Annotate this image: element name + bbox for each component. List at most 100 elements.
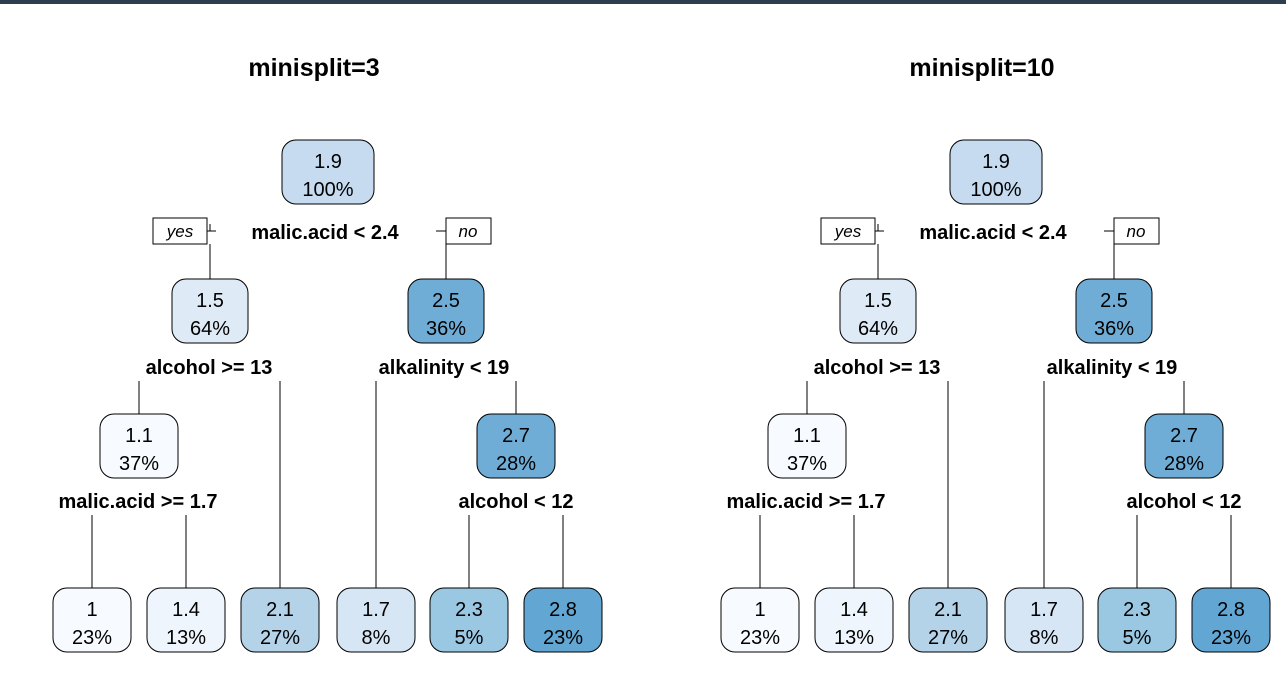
- node-box: [814, 587, 894, 653]
- internal-node: 2.728%: [1144, 413, 1224, 479]
- leaf-node: 1.78%: [1004, 587, 1084, 653]
- node-value: 2.5: [1100, 290, 1128, 312]
- node-value: 2.3: [1123, 599, 1151, 621]
- no-tag-label: no: [459, 222, 478, 241]
- node-value: 2.5: [432, 290, 460, 312]
- leaf-node: 1.78%: [336, 587, 416, 653]
- node-value: 2.1: [934, 599, 962, 621]
- node-value: 1.9: [982, 151, 1010, 173]
- leaf-node: 2.35%: [1097, 587, 1177, 653]
- node-percent: 13%: [166, 627, 206, 649]
- node-box: [429, 587, 509, 653]
- internal-node: 1.564%: [839, 278, 917, 344]
- node-value: 1: [754, 599, 765, 621]
- node-percent: 5%: [1123, 627, 1152, 649]
- no-tag: no: [1104, 217, 1160, 245]
- node-box: [1144, 413, 1224, 479]
- node-value: 1.5: [864, 290, 892, 312]
- internal-node: 2.728%: [476, 413, 556, 479]
- node-percent: 100%: [970, 179, 1021, 201]
- yes-tag-box: [820, 217, 876, 245]
- node-value: 1.1: [793, 425, 821, 447]
- internal-node: 1.137%: [99, 413, 179, 479]
- node-value: 1.4: [172, 599, 200, 621]
- node-percent: 100%: [302, 179, 353, 201]
- node-box: [336, 587, 416, 653]
- node-box: [171, 278, 249, 344]
- leaf-node: 1.413%: [814, 587, 894, 653]
- yes-tag-label: yes: [166, 222, 194, 241]
- yes-tag: yes: [820, 217, 884, 245]
- tree-panel: minisplit=10 yes no 1.9 100% malic.acid < 2.4…: [720, 54, 1271, 653]
- split-condition: alkalinity < 19: [1047, 357, 1178, 379]
- tree-title: minisplit=10: [909, 54, 1054, 82]
- node-box: [407, 278, 485, 344]
- tree-title: minisplit=3: [248, 54, 379, 82]
- tree-panel: minisplit=3 yes no 1.9 100% malic.acid < 2.4 1…: [52, 54, 603, 653]
- window-top-border: [0, 0, 1286, 4]
- node-box: [476, 413, 556, 479]
- leaf-node: 2.823%: [1191, 587, 1271, 653]
- yes-tag: yes: [152, 217, 216, 245]
- node-value: 1.5: [196, 290, 224, 312]
- internal-node: 2.536%: [407, 278, 485, 344]
- node-percent: 23%: [1211, 627, 1251, 649]
- node-percent: 23%: [740, 627, 780, 649]
- split-condition: alcohol < 12: [1126, 491, 1241, 513]
- leaf-node: 123%: [720, 587, 800, 653]
- node-percent: 37%: [787, 453, 827, 475]
- node-box: [1004, 587, 1084, 653]
- node-percent: 36%: [1094, 318, 1134, 340]
- node-box: [1075, 278, 1153, 344]
- node-percent: 23%: [543, 627, 583, 649]
- node-value: 2.8: [1217, 599, 1245, 621]
- node-box: [523, 587, 603, 653]
- node-value: 2.7: [502, 425, 530, 447]
- node-box: [1097, 587, 1177, 653]
- split-condition: malic.acid >= 1.7: [727, 491, 886, 513]
- internal-node: 1.564%: [171, 278, 249, 344]
- node-box: [908, 587, 988, 653]
- node-percent: 28%: [496, 453, 536, 475]
- node-percent: 28%: [1164, 453, 1204, 475]
- node-percent: 27%: [260, 627, 300, 649]
- no-tag-label: no: [1127, 222, 1146, 241]
- leaf-node: 2.127%: [908, 587, 988, 653]
- root-node: 1.9 100%: [949, 139, 1043, 205]
- split-condition: alcohol >= 13: [146, 357, 273, 379]
- node-percent: 23%: [72, 627, 112, 649]
- node-value: 2.3: [455, 599, 483, 621]
- node-percent: 13%: [834, 627, 874, 649]
- node-box: [767, 413, 847, 479]
- internal-node: 2.536%: [1075, 278, 1153, 344]
- node-box: [240, 587, 320, 653]
- node-percent: 64%: [190, 318, 230, 340]
- node-box: [281, 139, 375, 205]
- no-tag: no: [436, 217, 492, 245]
- split-condition: alkalinity < 19: [379, 357, 510, 379]
- split-condition: malic.acid >= 1.7: [59, 491, 218, 513]
- split-condition: malic.acid < 2.4: [251, 222, 399, 244]
- no-tag-box: [1113, 217, 1160, 245]
- node-percent: 8%: [1030, 627, 1059, 649]
- node-percent: 64%: [858, 318, 898, 340]
- leaf-node: 2.823%: [523, 587, 603, 653]
- node-value: 1: [86, 599, 97, 621]
- leaf-node: 123%: [52, 587, 132, 653]
- node-percent: 37%: [119, 453, 159, 475]
- node-box: [52, 587, 132, 653]
- yes-tag-box: [152, 217, 208, 245]
- leaf-node: 1.413%: [146, 587, 226, 653]
- node-value: 1.4: [840, 599, 868, 621]
- node-value: 2.8: [549, 599, 577, 621]
- split-condition: alcohol < 12: [458, 491, 573, 513]
- node-percent: 5%: [455, 627, 484, 649]
- split-condition: malic.acid < 2.4: [919, 222, 1067, 244]
- leaf-node: 2.35%: [429, 587, 509, 653]
- node-value: 1.7: [1030, 599, 1058, 621]
- node-box: [99, 413, 179, 479]
- node-box: [720, 587, 800, 653]
- node-percent: 8%: [362, 627, 391, 649]
- internal-node: 1.137%: [767, 413, 847, 479]
